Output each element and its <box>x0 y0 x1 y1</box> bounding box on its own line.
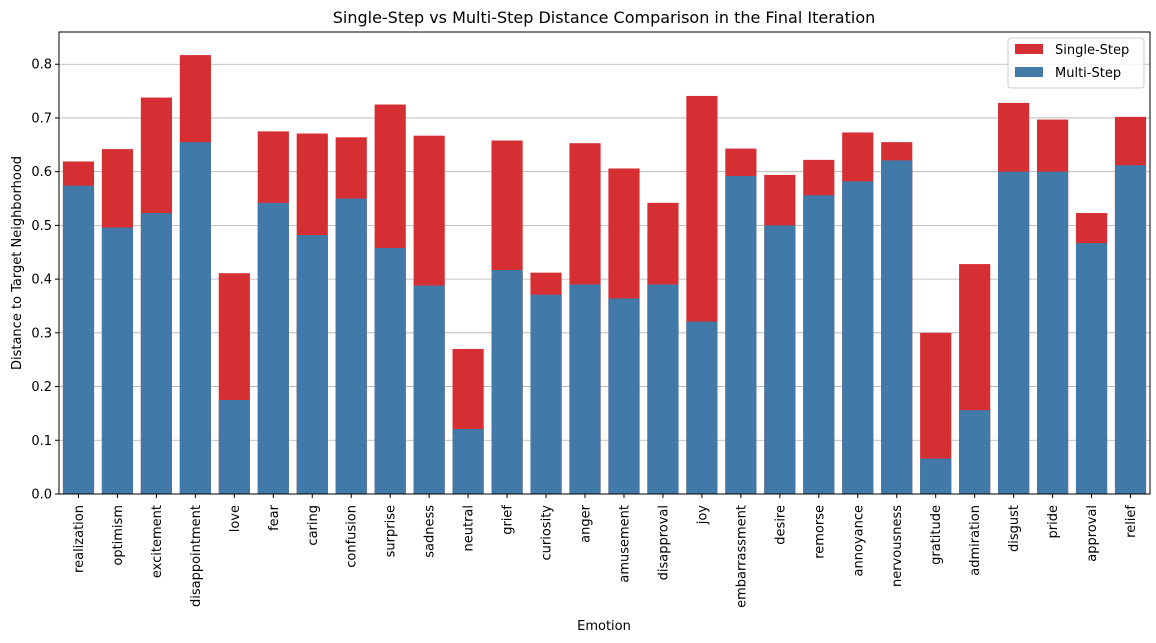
bar-multi-step-gratitude <box>920 458 952 494</box>
bar-multi-step-nervousness <box>881 160 913 494</box>
bar-multi-step-surprise <box>374 247 406 494</box>
multi-step-bars <box>62 142 1147 495</box>
bar-multi-step-approval <box>1075 243 1108 494</box>
legend-swatch-single-step <box>1015 44 1043 54</box>
y-axis-label: Distance to Target Neighborhood <box>10 156 25 370</box>
y-tick-label: 0.5 <box>31 219 52 234</box>
y-axis: 0.0 0.1 0.2 0.3 0.4 0.5 0.6 0.7 0.8 <box>31 58 59 503</box>
x-tick-label: pride <box>1046 505 1061 538</box>
y-tick-label: 0.4 <box>31 273 52 288</box>
bar-multi-step-sadness <box>413 285 445 494</box>
x-tick-label: confusion <box>345 505 360 568</box>
bar-multi-step-love <box>218 399 250 494</box>
bar-multi-step-desire <box>764 225 796 494</box>
bar-multi-step-curiosity <box>530 294 562 494</box>
bar-multi-step-joy <box>686 321 718 494</box>
bar-multi-step-caring <box>296 235 328 494</box>
legend-swatch-multi-step <box>1015 67 1043 77</box>
y-tick-label: 0.0 <box>31 488 52 503</box>
bar-multi-step-pride <box>1037 171 1069 495</box>
y-tick-label: 0.6 <box>31 165 52 180</box>
x-tick-label: embarrassment <box>734 505 749 608</box>
bar-multi-step-relief <box>1114 165 1147 495</box>
x-tick-label: caring <box>306 505 321 546</box>
chart-title: Single-Step vs Multi-Step Distance Compa… <box>333 8 876 27</box>
bar-multi-step-neutral <box>452 429 484 494</box>
x-axis: realization optimism excitement disappointm… <box>72 494 1139 608</box>
y-tick-label: 0.8 <box>31 58 52 73</box>
bar-multi-step-confusion <box>335 198 367 494</box>
x-tick-label: disgust <box>1007 505 1022 552</box>
x-tick-label: excitement <box>150 505 165 578</box>
plot-frame <box>58 31 1151 495</box>
bar-multi-step-admiration <box>959 410 991 494</box>
x-tick-label: optimism <box>111 505 126 566</box>
bar-multi-step-remorse <box>803 195 835 494</box>
x-tick-label: anger <box>579 504 594 542</box>
x-tick-label: remorse <box>812 505 827 559</box>
x-tick-label: admiration <box>968 505 983 576</box>
x-tick-label: grief <box>501 505 516 535</box>
y-tick-label: 0.2 <box>31 380 52 395</box>
bar-multi-step-anger <box>569 284 601 494</box>
bar-multi-step-fear <box>257 202 289 494</box>
x-tick-label: approval <box>1085 505 1100 562</box>
x-tick-label: realization <box>72 505 87 573</box>
x-tick-label: neutral <box>462 505 477 552</box>
x-tick-label: desire <box>773 505 788 545</box>
x-tick-label: gratitude <box>929 505 944 565</box>
bar-multi-step-amusement <box>608 298 640 494</box>
x-tick-label: surprise <box>384 505 399 557</box>
bar-multi-step-annoyance <box>842 181 874 494</box>
x-tick-label: disapproval <box>656 505 671 580</box>
x-tick-label: love <box>228 505 243 532</box>
x-tick-label: amusement <box>617 505 632 583</box>
y-tick-label: 0.1 <box>31 434 52 449</box>
legend-label-multi-step: Multi-Step <box>1055 66 1121 81</box>
y-tick-label: 0.3 <box>31 326 52 341</box>
x-tick-label: nervousness <box>890 505 905 587</box>
x-tick-label: joy <box>695 505 710 526</box>
x-tick-label: curiosity <box>540 505 555 561</box>
bar-multi-step-realization <box>62 185 95 494</box>
legend-label-single-step: Single-Step <box>1055 43 1129 58</box>
legend: Single-Step Multi-Step <box>1007 37 1145 89</box>
bar-multi-step-disappointment <box>179 142 211 494</box>
x-tick-label: sadness <box>423 505 438 558</box>
bar-multi-step-embarrassment <box>725 175 757 494</box>
bar-multi-step-disgust <box>998 171 1030 495</box>
x-tick-label: fear <box>267 504 282 531</box>
x-tick-label: annoyance <box>851 505 866 576</box>
bar-multi-step-grief <box>491 269 523 494</box>
bar-multi-step-disapproval <box>647 284 679 494</box>
y-tick-label: 0.7 <box>31 111 52 126</box>
x-tick-label: disappointment <box>189 505 204 607</box>
bar-multi-step-excitement <box>140 213 172 495</box>
x-axis-label: Emotion <box>577 619 631 634</box>
bar-multi-step-optimism <box>101 227 134 495</box>
x-tick-label: relief <box>1124 505 1139 538</box>
